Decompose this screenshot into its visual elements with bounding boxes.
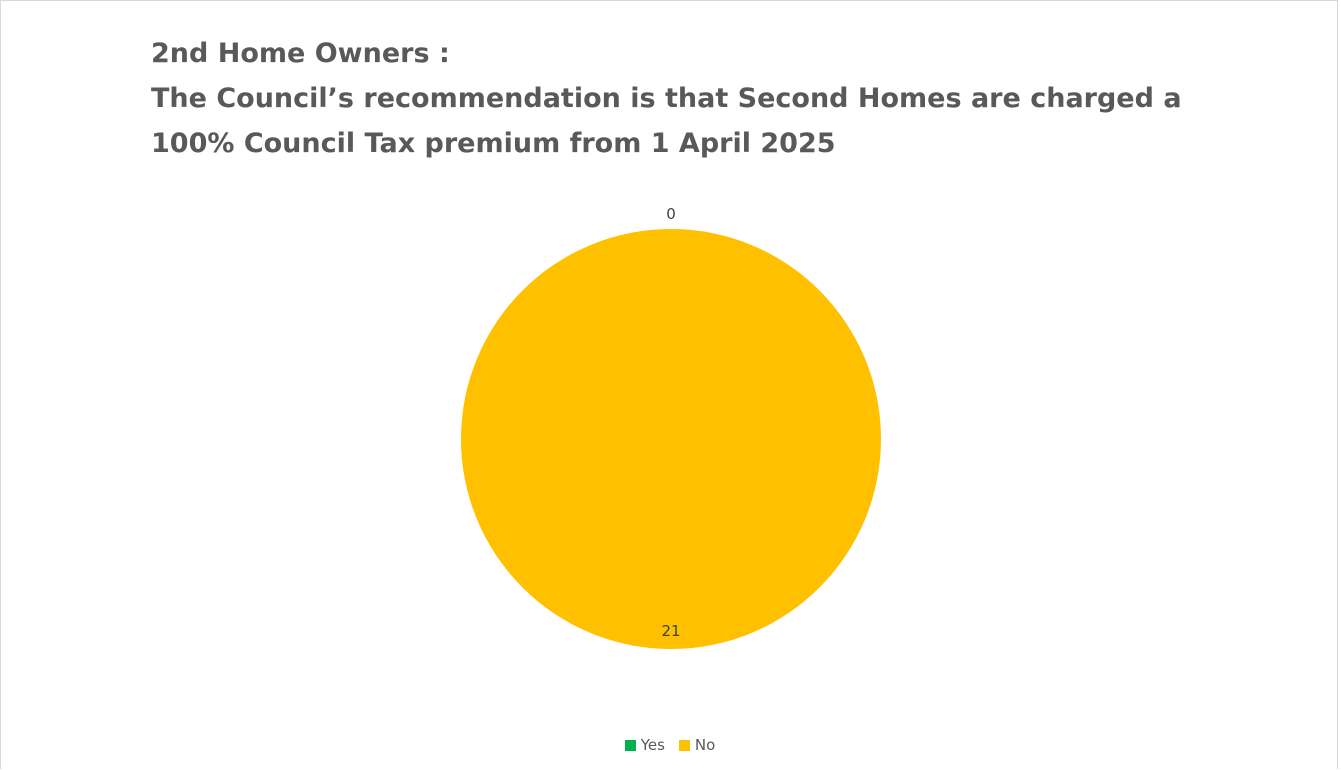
legend-label-yes: Yes — [640, 736, 665, 754]
chart-legend: Yes No — [1, 736, 1339, 754]
legend-swatch-yes — [624, 739, 636, 751]
legend-item-no[interactable]: No — [678, 736, 716, 754]
data-label-yes: 0 — [666, 205, 676, 223]
chart-title-line-3: 100% Council Tax premium from 1 April 20… — [151, 128, 836, 159]
data-label-no: 21 — [661, 622, 680, 640]
chart-title: 2nd Home Owners : The Council’s recommen… — [151, 31, 1251, 166]
pie-slice-no[interactable] — [461, 229, 881, 649]
legend-label-no: No — [694, 736, 716, 754]
chart-title-line-1: 2nd Home Owners : — [151, 38, 450, 69]
chart-title-line-2: The Council’s recommendation is that Sec… — [151, 83, 1182, 114]
pie-data-labels: 0 21 — [661, 205, 680, 640]
legend-item-yes[interactable]: Yes — [624, 736, 665, 754]
legend-swatch-no — [678, 739, 690, 751]
pie-slices — [461, 229, 881, 649]
